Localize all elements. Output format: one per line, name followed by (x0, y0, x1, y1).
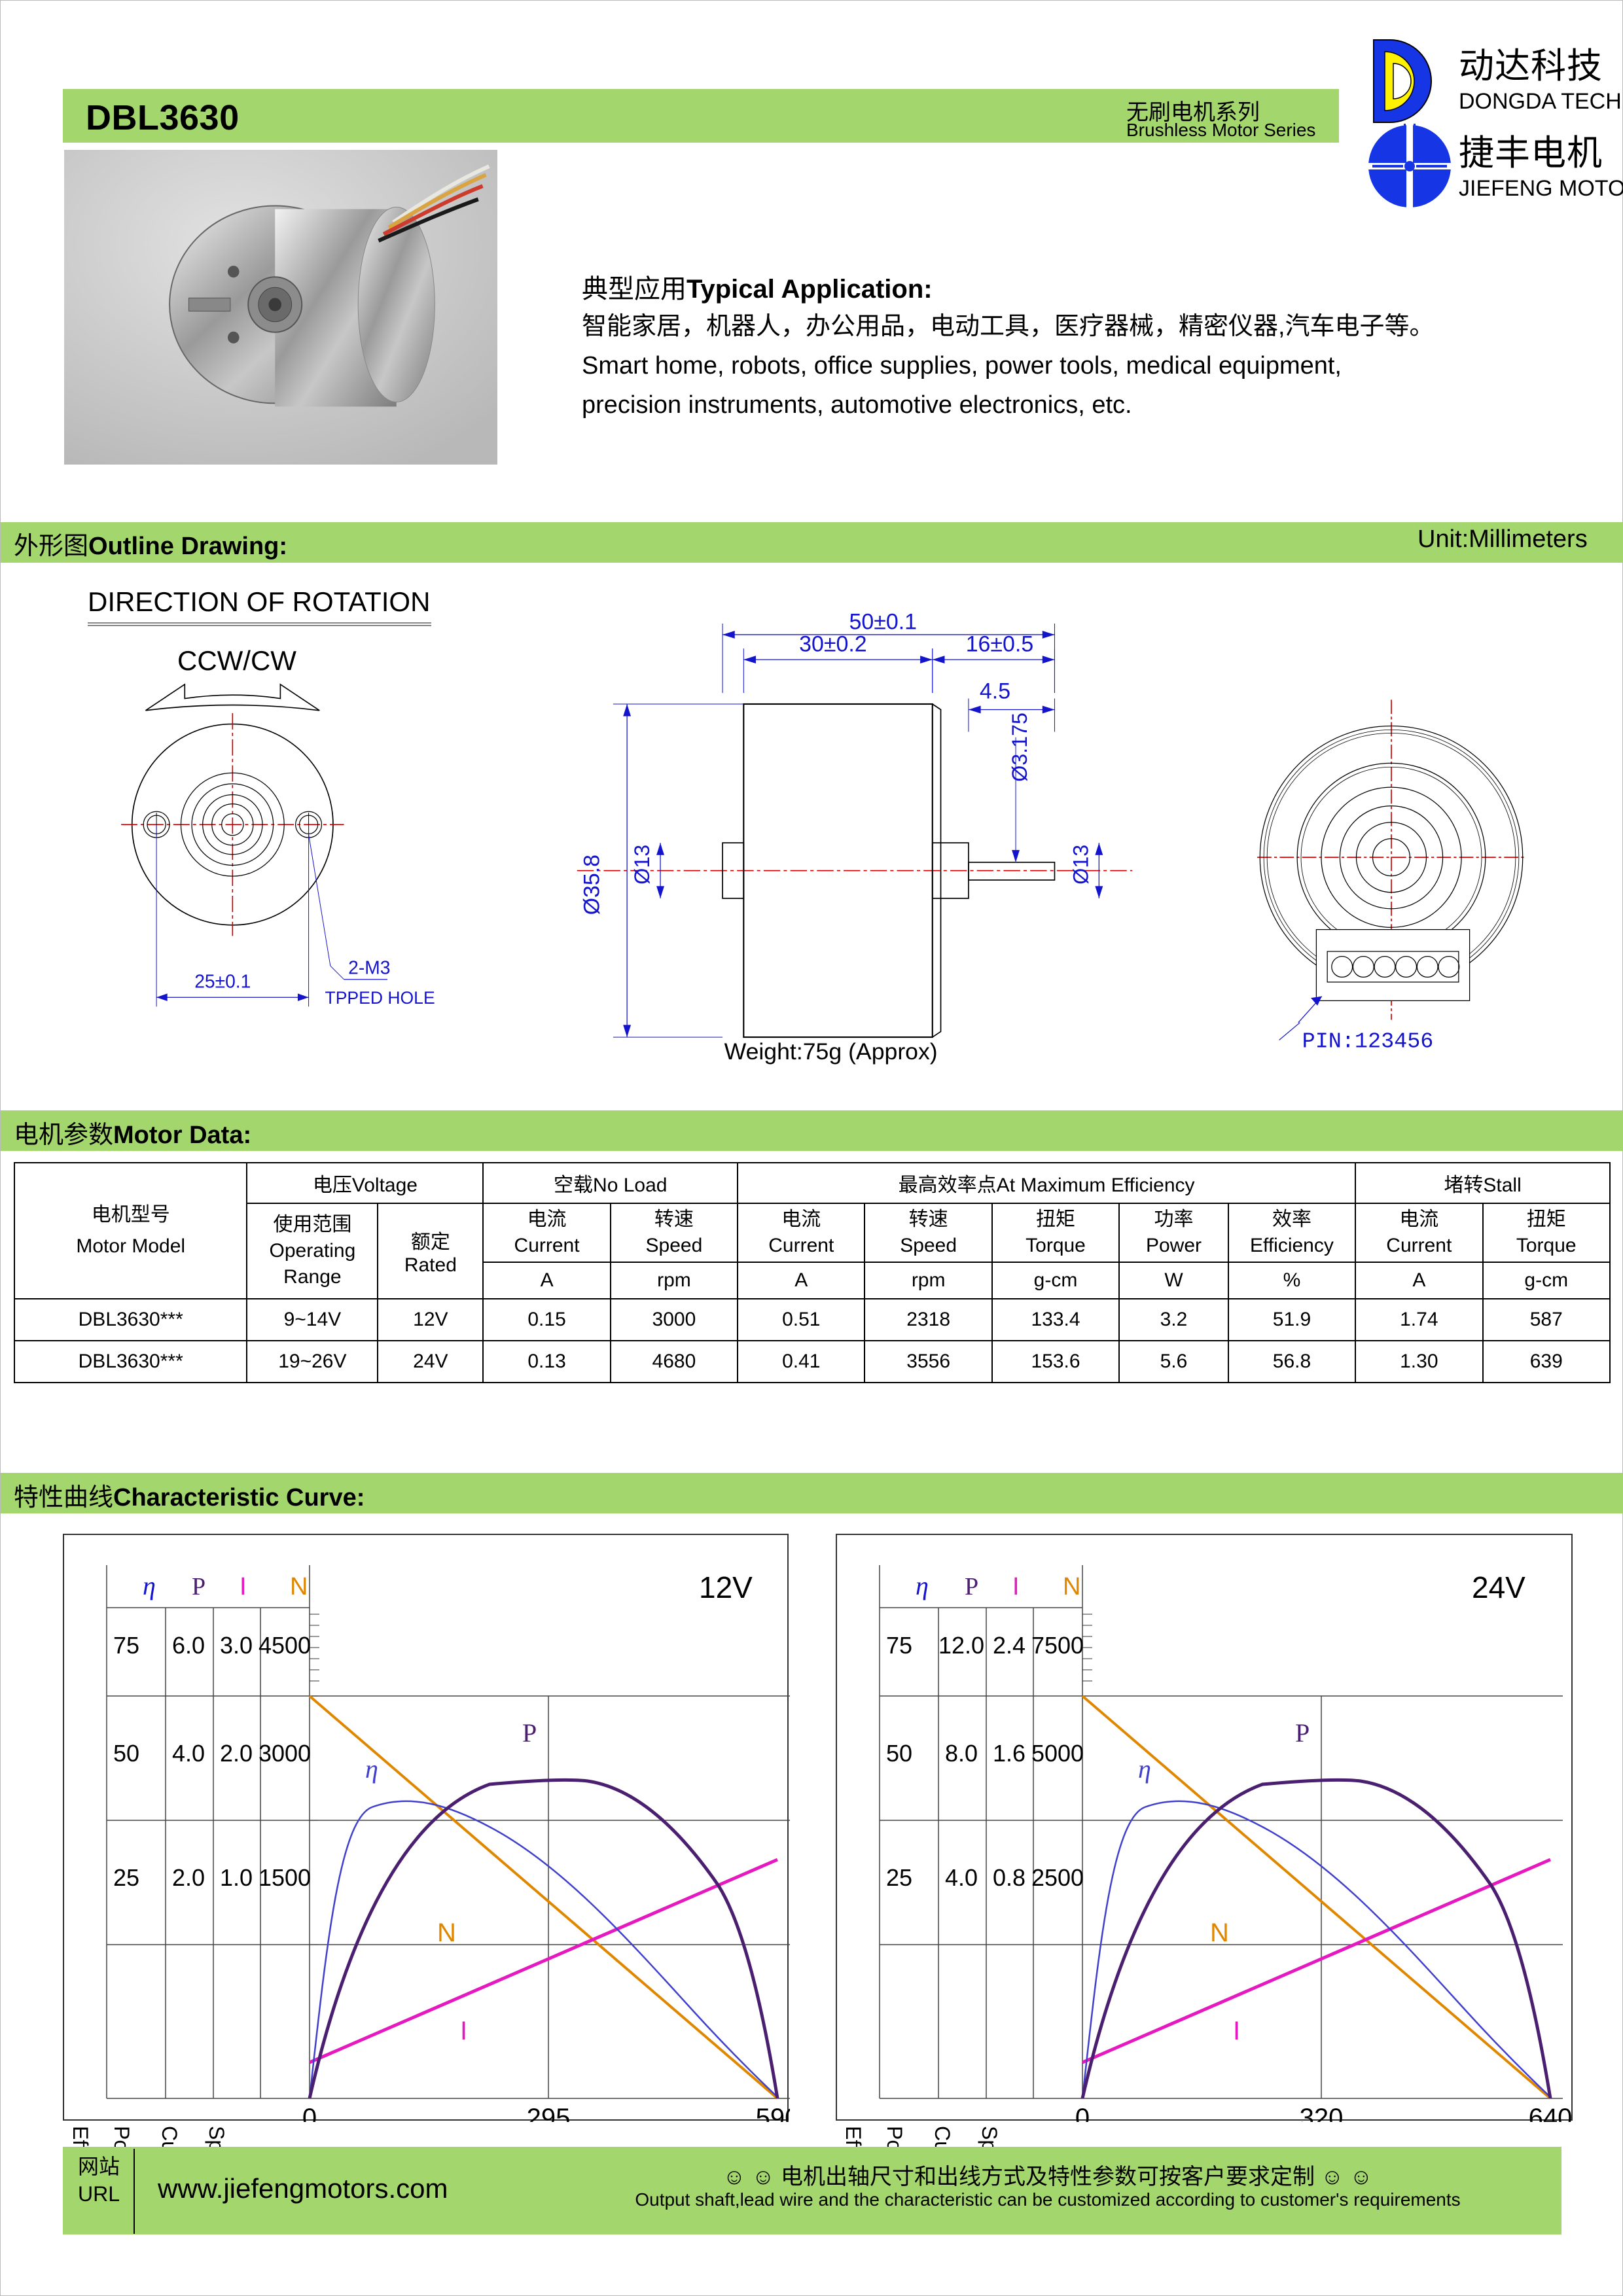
svg-text:PIN:123456: PIN:123456 (1302, 1029, 1434, 1054)
svg-text:η: η (365, 1754, 378, 1784)
svg-text:640: 640 (1529, 2104, 1573, 2122)
svg-text:2.0: 2.0 (220, 1740, 253, 1767)
svg-text:16±0.5: 16±0.5 (966, 631, 1034, 656)
svg-text:8.0: 8.0 (945, 1740, 978, 1767)
svg-text:η: η (143, 1571, 156, 1600)
svg-text:2.4: 2.4 (993, 1632, 1026, 1659)
svg-text:N: N (290, 1573, 308, 1600)
svg-text:Ø35.8: Ø35.8 (580, 855, 605, 915)
svg-text:0.8: 0.8 (993, 1864, 1026, 1891)
svg-text:5000: 5000 (1031, 1740, 1084, 1767)
svg-text:Ø13: Ø13 (630, 845, 654, 885)
svg-text:0: 0 (302, 2104, 317, 2122)
svg-text:2500: 2500 (1031, 1864, 1084, 1891)
svg-text:50: 50 (113, 1740, 139, 1767)
svg-text:3.0: 3.0 (220, 1632, 253, 1659)
svg-text:N: N (1063, 1573, 1080, 1600)
svg-text:590: 590 (756, 2104, 790, 2122)
svg-text:N: N (1210, 1918, 1229, 1947)
svg-text:50±0.1: 50±0.1 (849, 612, 918, 634)
svg-text:7500: 7500 (1031, 1632, 1084, 1659)
svg-text:Ø13: Ø13 (1069, 845, 1092, 885)
svg-text:75: 75 (886, 1632, 912, 1659)
svg-text:0: 0 (1075, 2104, 1090, 2122)
svg-text:320: 320 (1300, 2104, 1344, 2122)
svg-text:24V: 24V (1472, 1570, 1525, 1604)
svg-text:P: P (192, 1573, 205, 1600)
svg-text:50: 50 (886, 1740, 912, 1767)
svg-text:I: I (240, 1573, 247, 1600)
svg-text:4.0: 4.0 (172, 1740, 205, 1767)
svg-text:4.5: 4.5 (980, 679, 1010, 704)
svg-text:η: η (916, 1571, 929, 1600)
svg-text:2.0: 2.0 (172, 1864, 205, 1891)
svg-text:I: I (1233, 2017, 1240, 2045)
svg-text:4.0: 4.0 (945, 1864, 978, 1891)
svg-text:1.0: 1.0 (220, 1864, 253, 1891)
svg-text:Ø3.175: Ø3.175 (1008, 713, 1031, 782)
svg-text:295: 295 (527, 2104, 571, 2122)
svg-text:12.0: 12.0 (938, 1632, 984, 1659)
svg-text:3000: 3000 (259, 1740, 311, 1767)
svg-text:η: η (1138, 1754, 1151, 1784)
svg-text:P: P (965, 1573, 978, 1600)
svg-text:25±0.1: 25±0.1 (194, 970, 251, 991)
svg-text:25: 25 (886, 1864, 912, 1891)
svg-text:TPPED HOLE: TPPED HOLE (325, 988, 435, 1008)
svg-text:2-M3: 2-M3 (348, 957, 390, 978)
svg-text:I: I (1012, 1573, 1020, 1600)
svg-text:30±0.2: 30±0.2 (799, 631, 867, 656)
svg-text:I: I (460, 2017, 467, 2045)
svg-text:1.6: 1.6 (993, 1740, 1026, 1767)
svg-text:6.0: 6.0 (172, 1632, 205, 1659)
svg-text:4500: 4500 (259, 1632, 311, 1659)
svg-text:1500: 1500 (259, 1864, 311, 1891)
svg-text:N: N (437, 1918, 456, 1947)
svg-text:Weight:75g (Approx): Weight:75g (Approx) (724, 1038, 938, 1065)
svg-text:P: P (1295, 1718, 1310, 1748)
svg-text:P: P (522, 1718, 537, 1748)
svg-text:25: 25 (113, 1864, 139, 1891)
svg-text:12V: 12V (699, 1570, 753, 1604)
svg-text:75: 75 (113, 1632, 139, 1659)
